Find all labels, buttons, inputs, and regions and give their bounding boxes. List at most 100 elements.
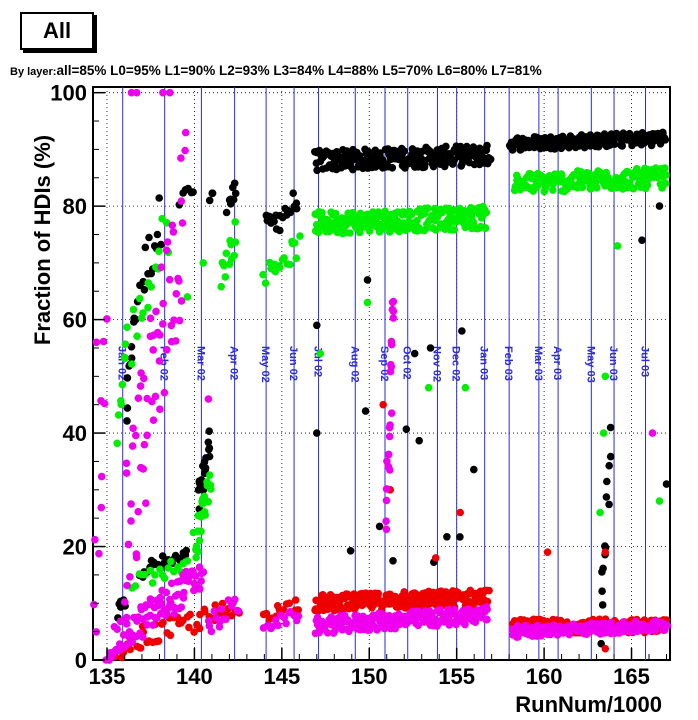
data-point [123,581,131,590]
data-point [610,140,619,148]
data-point [155,194,163,202]
x-tick-label: 165 [613,664,650,689]
data-point [196,585,204,593]
data-point [482,208,491,217]
month-marker-label: Feb 02 [158,346,170,381]
data-point [159,299,167,308]
data-point [207,485,215,493]
data-point [149,346,157,354]
x-tick-label: 140 [176,664,213,689]
data-point [606,452,615,461]
data-point [386,421,394,429]
month-marker-label: Oct 02 [401,346,413,380]
data-point [175,316,184,325]
y-tick-label: 80 [63,194,87,219]
data-point [294,606,303,614]
data-point [601,548,610,556]
data-point [122,459,131,468]
data-point [186,610,194,619]
data-point [181,128,190,137]
x-tick-label: 150 [351,664,388,689]
data-point [549,186,557,194]
data-point [185,623,193,632]
data-point [139,465,147,473]
data-point [456,533,464,541]
data-point [387,337,396,346]
data-point [162,246,171,254]
data-point [381,207,389,216]
data-point [163,346,171,354]
data-point [142,499,150,508]
data-point [469,218,478,226]
data-point [578,183,587,192]
data-point [598,601,607,609]
data-point [290,239,299,247]
data-point [149,621,157,629]
data-point [201,607,209,616]
data-point [230,179,239,188]
data-point [415,436,424,445]
data-point [655,202,664,210]
chart-subtitle: By layer:all=85% L0=95% L1=90% L2=93% L3… [10,63,542,78]
month-marker-label: Apr 03 [551,346,563,380]
data-point [157,240,165,249]
data-point [157,263,166,272]
data-point [127,88,136,97]
data-point [431,554,440,562]
data-point [386,466,394,474]
y-tick-label: 20 [63,535,87,560]
month-marker-label: Jan 03 [478,346,490,380]
data-point [172,337,180,345]
data-point [231,218,239,226]
data-point [483,597,492,606]
data-point [217,282,225,291]
data-point [280,613,289,622]
data-point [346,229,354,237]
data-point [169,228,178,236]
data-point [379,400,388,409]
data-point [159,88,167,97]
data-point [661,164,669,172]
data-point [661,179,670,188]
data-point [643,181,652,189]
data-point [144,303,152,312]
data-point [205,452,214,461]
x-axis-label: RunNum/1000 [515,692,662,717]
axes: 0 20 40 60 80 100 135 140 145 150 155 160 165 [50,81,668,689]
data-point [208,189,217,198]
layer-stat: L1=90% [161,63,215,78]
data-point [140,374,148,383]
month-marker-label: Dec 02 [450,346,462,381]
x-tick-label: 155 [438,664,475,689]
data-point [346,547,355,555]
data-point [177,603,186,611]
data-point [292,254,301,262]
data-point [165,275,174,284]
data-point [313,429,321,437]
data-point [424,204,432,212]
data-point [262,609,271,618]
data-point [204,395,213,403]
data-point [389,557,397,565]
data-point [90,600,98,609]
y-tick-label: 100 [50,81,87,106]
data-point [356,228,364,237]
data-point [195,624,204,633]
data-point [140,570,149,579]
data-point [163,238,172,246]
data-point [282,619,290,628]
data-point [170,610,179,618]
data-point [174,590,182,599]
data-point [382,525,391,534]
data-point [461,383,470,392]
data-point [420,160,429,169]
data-point [330,159,339,168]
data-point [127,517,135,525]
data-point [413,216,421,225]
data-point [199,259,207,267]
data-point [286,260,294,269]
data-point [442,142,450,151]
data-point [156,565,164,574]
grid-lines [93,87,670,660]
data-point [593,184,601,192]
